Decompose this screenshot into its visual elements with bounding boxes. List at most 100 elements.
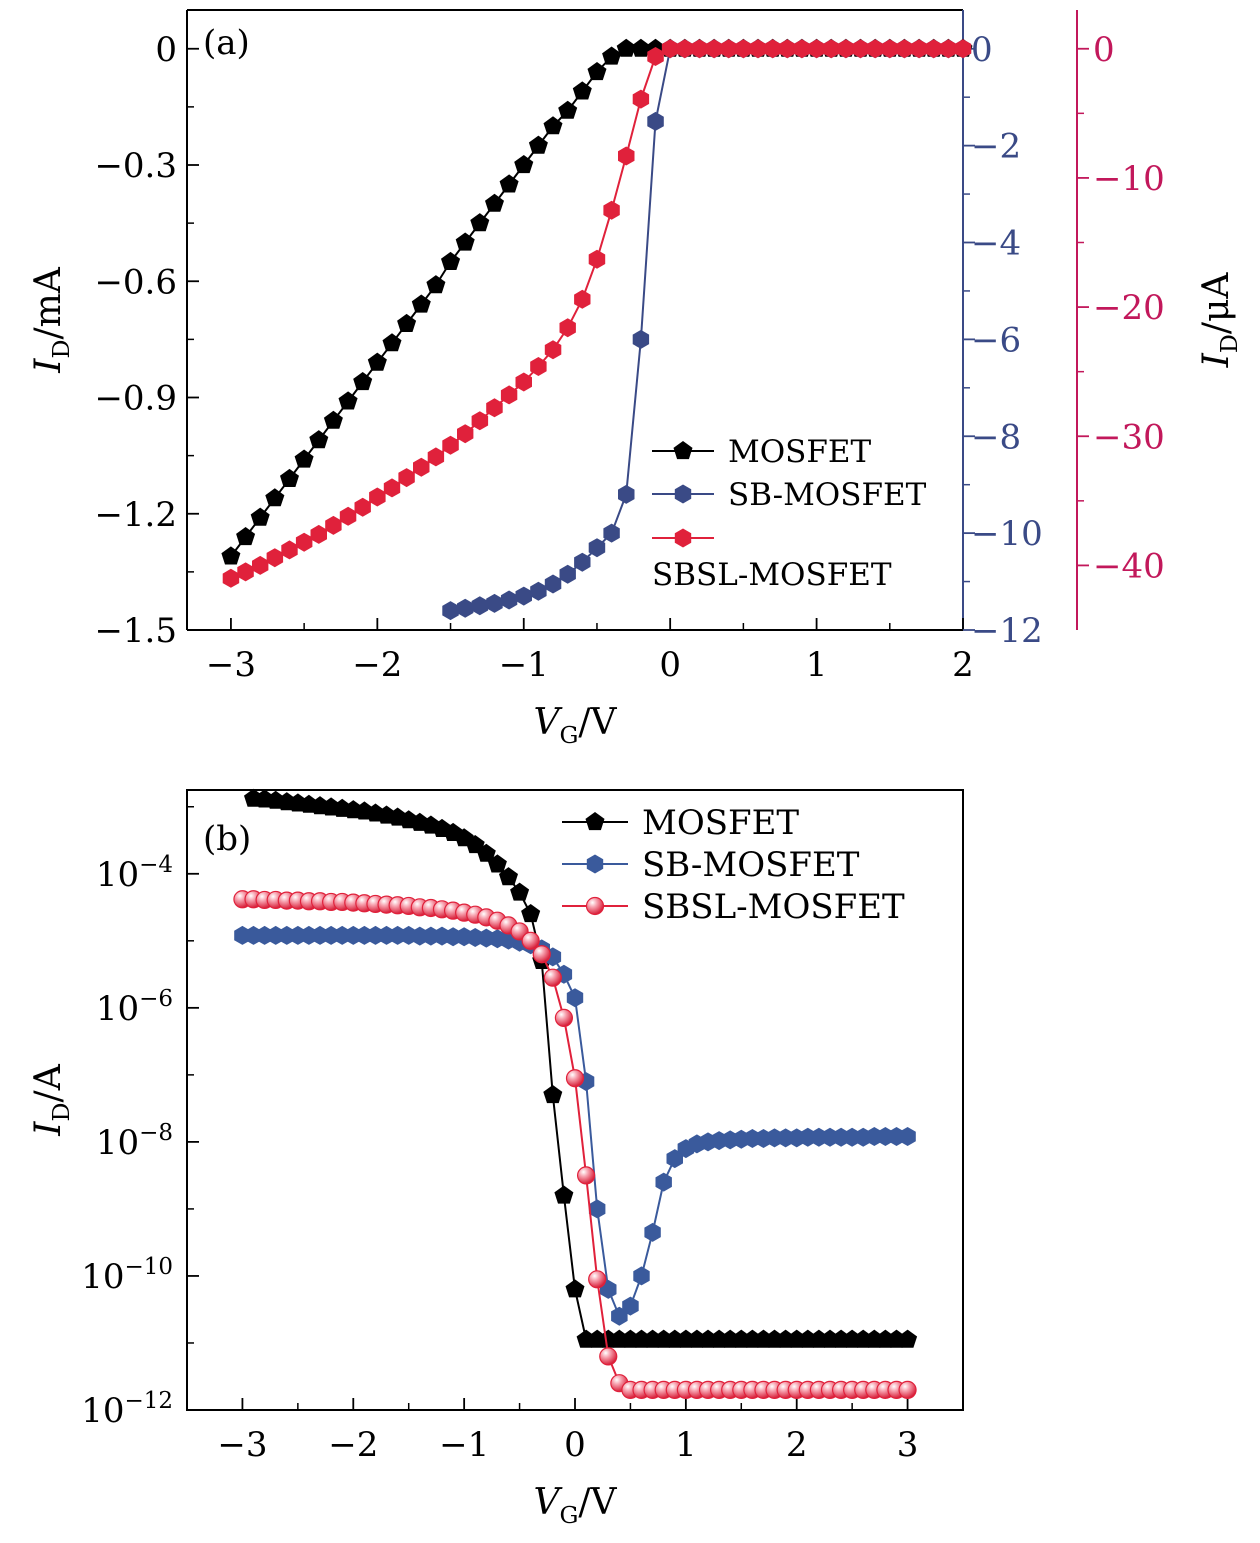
legend-marker-sb-mosfet [674, 484, 692, 504]
legend-marker-mosfet [673, 441, 693, 460]
x-tick-label: 0 [659, 645, 681, 685]
data-point-sbsl-mosfet [808, 39, 825, 59]
right-y-tick-label-sb: −12 [971, 611, 1043, 651]
legend-marker-sbsl-mosfet [585, 896, 605, 916]
x-tick-label: −2 [328, 1425, 378, 1465]
data-point-sbsl-mosfet [310, 524, 327, 544]
data-point-mosfet [602, 46, 622, 65]
right-y-tick-label-sb: 0 [971, 30, 993, 70]
left-y-tick-label: −0.3 [94, 146, 177, 186]
left-y-axis-label: ID/mA [28, 266, 75, 374]
legend-label-sb-mosfet: SB-MOSFET [728, 477, 927, 513]
legend-label-sbsl-mosfet: SBSL-MOSFET [652, 557, 892, 593]
x-axis-label: VG/V [533, 1482, 617, 1529]
data-point-sb-mosfet [566, 988, 584, 1008]
data-point-sbsl-mosfet [559, 318, 576, 338]
data-point-mosfet [631, 38, 651, 57]
data-point-sbsl-mosfet [793, 39, 811, 59]
data-point-sbsl-mosfet [749, 39, 767, 59]
y-axis-label-unit: /A [28, 1063, 69, 1102]
data-point-mosfet [543, 1085, 563, 1104]
data-point-sbsl-mosfet [354, 497, 371, 517]
data-point-mosfet [476, 843, 496, 862]
data-point-sb-mosfet [647, 111, 664, 131]
right-y-axis-label-subscript: D [1215, 334, 1243, 353]
y-tick-label-exponent: −12 [124, 1388, 173, 1414]
x-tick-label: 3 [897, 1425, 919, 1465]
data-point-mosfet [565, 1279, 585, 1298]
data-point-sbsl-mosfet [866, 39, 884, 59]
data-point-sb-mosfet [515, 586, 532, 606]
x-axis-label-unit: /V [578, 1482, 617, 1523]
data-point-sb-mosfet [603, 523, 620, 543]
y-tick-label-exponent: −6 [139, 986, 173, 1012]
data-point-sbsl-mosfet [369, 487, 386, 507]
x-axis-label-subscript: G [559, 1501, 578, 1529]
data-point-sbsl-mosfet [383, 478, 401, 498]
data-point-sbsl-mosfet [661, 39, 679, 59]
data-point-sbsl-mosfet [779, 39, 796, 59]
data-point-sbsl-mosfet [471, 411, 489, 431]
data-point-sbsl-mosfet [705, 39, 723, 59]
data-point-mosfet [587, 62, 607, 81]
data-point-sbsl-mosfet [940, 39, 957, 59]
legend-marker-sbsl-mosfet [674, 528, 692, 548]
data-point-mosfet [572, 81, 592, 100]
data-point-sbsl-mosfet [295, 532, 313, 552]
data-point-sbsl-mosfet [530, 357, 547, 376]
data-point-sbsl-mosfet [823, 39, 840, 59]
data-point-sbsl-mosfet [457, 424, 474, 444]
x-tick-label: 2 [952, 645, 974, 685]
right-y-axis-label: ID/μA [1196, 272, 1243, 369]
y-tick-label-base: 10 [81, 1391, 124, 1431]
data-point-sbsl-mosfet [647, 47, 664, 66]
data-point-mosfet [487, 854, 507, 873]
data-point-sb-mosfet [544, 574, 562, 594]
right-y-tick-label-sbsl: −40 [1093, 546, 1165, 586]
data-point-sb-mosfet [633, 1266, 650, 1286]
data-point-sb-mosfet [899, 1127, 916, 1146]
data-point-mosfet [426, 275, 446, 294]
data-point-mosfet [499, 867, 518, 886]
x-axis-label-symbol: V [533, 702, 563, 743]
data-point-sbsl-mosfet [515, 372, 532, 392]
data-point-sb-mosfet [574, 552, 591, 572]
data-point-sbsl-mosfet [486, 398, 503, 418]
data-point-sb-mosfet [530, 581, 547, 601]
right-y-axis-label-symbol: I [1196, 352, 1237, 368]
data-point-sbsl-mosfet [554, 1008, 574, 1027]
data-point-mosfet [455, 232, 475, 251]
legend-marker-mosfet [585, 812, 605, 831]
x-axis-label-subscript: G [559, 721, 578, 749]
data-point-sbsl-mosfet [398, 468, 415, 488]
data-point-sbsl-mosfet [632, 89, 650, 109]
y-tick-label-exponent: −10 [124, 1254, 173, 1280]
x-axis-label: VG/V [533, 702, 617, 749]
data-point-sb-mosfet [618, 484, 635, 504]
data-point-mosfet [521, 904, 541, 923]
x-tick-label: 1 [806, 645, 828, 685]
legend-label-mosfet: MOSFET [728, 434, 872, 470]
data-point-sbsl-mosfet [427, 447, 445, 467]
y-tick-label: 10−12 [81, 1388, 173, 1431]
right-y-tick-label-sbsl: −20 [1093, 288, 1165, 328]
data-point-sbsl-mosfet [881, 39, 898, 59]
data-point-sbsl-mosfet [413, 457, 430, 477]
y-tick-label-exponent: −4 [139, 852, 173, 878]
panel-label-a: (a) [203, 23, 250, 63]
legend-label-sb-mosfet: SB-MOSFET [642, 845, 860, 885]
data-point-sbsl-mosfet [222, 568, 240, 588]
data-point-mosfet [323, 410, 343, 429]
data-point-mosfet [338, 391, 358, 410]
data-point-sbsl-mosfet [576, 1166, 596, 1185]
right-y-tick-label-sb: −6 [971, 320, 1021, 360]
data-point-sbsl-mosfet [544, 340, 562, 360]
y-tick-label-base: 10 [96, 1123, 139, 1163]
data-point-sbsl-mosfet [574, 289, 591, 309]
data-point-sbsl-mosfet [339, 506, 357, 526]
data-point-mosfet [236, 527, 256, 546]
data-point-mosfet [470, 213, 490, 232]
left-y-tick-label: −1.2 [94, 495, 177, 535]
data-point-mosfet [554, 1185, 574, 1204]
left-y-axis-label-unit: /mA [28, 266, 69, 339]
